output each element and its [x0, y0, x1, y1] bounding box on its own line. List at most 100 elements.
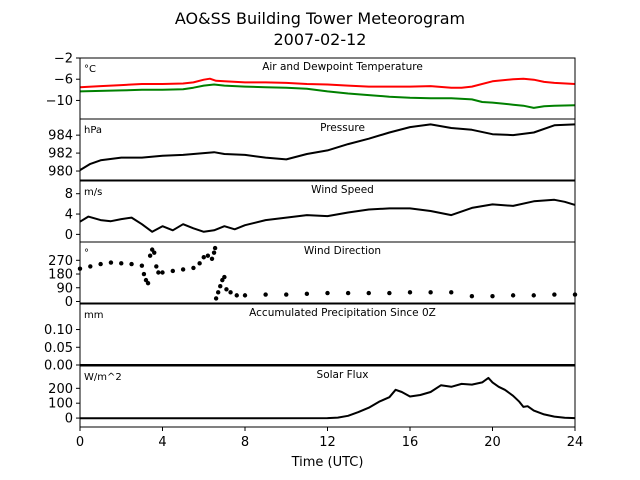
y-tick-label: 982: [48, 147, 73, 162]
y-tick-label: 4: [65, 208, 73, 223]
panel-unit: °C: [84, 64, 96, 75]
y-tick-label: 0: [65, 295, 73, 310]
x-tick-label: 20: [484, 435, 501, 450]
data-point: [197, 261, 202, 266]
data-point: [147, 253, 153, 258]
y-tick-label: 0: [65, 228, 73, 243]
data-point: [191, 265, 196, 271]
data-point: [213, 296, 219, 301]
y-tick-label: 0.10: [44, 323, 73, 338]
data-point: [449, 290, 454, 295]
x-tick-label: 16: [402, 435, 419, 450]
data-point: [170, 268, 176, 274]
data-point: [218, 284, 223, 289]
panel-unit: hPa: [84, 125, 102, 136]
data-point: [145, 280, 151, 286]
panels-group: −2 −6 −10 °C Air and Dewpoint Temperature 984…: [44, 52, 578, 428]
data-point: [552, 292, 557, 297]
x-axis-label: Time (UTC): [291, 455, 364, 470]
y-tick-label: 0: [65, 412, 73, 427]
series-line: [79, 83, 576, 109]
y-tick-label: 0.05: [44, 341, 73, 356]
data-point: [263, 292, 268, 297]
data-point: [154, 264, 159, 269]
chart-title-line1: AO&SS Building Tower Meteorogram: [175, 9, 465, 28]
panel-unit: °: [84, 248, 89, 259]
data-point: [531, 293, 536, 298]
data-point: [242, 293, 248, 298]
y-tick-label: 180: [48, 268, 73, 283]
x-tick-label: 4: [158, 435, 166, 450]
panel-title: Air and Dewpoint Temperature: [262, 61, 423, 73]
panel-title: Accumulated Precipitation Since 0Z: [249, 307, 436, 319]
data-point: [211, 250, 217, 255]
panel-unit: W/m^2: [84, 372, 122, 383]
data-point: [205, 253, 211, 258]
data-point: [152, 250, 157, 255]
y-tick-label: 980: [48, 165, 73, 180]
chart-title-line2: 2007-02-12: [274, 30, 367, 49]
data-point: [387, 290, 392, 296]
y-tick-label: 200: [48, 382, 73, 397]
data-point: [119, 261, 124, 266]
y-tick-label: −6: [54, 73, 73, 88]
data-point: [156, 270, 161, 275]
x-tick-label: 8: [241, 435, 249, 450]
data-point: [201, 255, 206, 260]
panel-unit: m/s: [84, 187, 102, 198]
y-tick-label: 8: [65, 187, 73, 202]
data-point: [88, 264, 93, 269]
y-tick-label: 984: [48, 129, 73, 144]
data-point: [325, 290, 330, 296]
data-point: [215, 290, 221, 295]
data-point: [345, 290, 351, 296]
y-tick-label: 0.00: [44, 359, 73, 374]
panel-precip: 0.10 0.05 0.00 mm Accumulated Precipitation …: [44, 303, 576, 374]
data-point: [234, 293, 239, 298]
data-point: [228, 290, 233, 295]
panel-wind_speed: 8 4 0 m/s Wind Speed: [65, 180, 576, 243]
series-line: [79, 77, 576, 89]
data-point: [98, 261, 103, 267]
panel-temperature: −2 −6 −10 °C Air and Dewpoint Temperature: [46, 52, 576, 120]
data-point: [510, 293, 516, 298]
panel-title: Wind Direction: [304, 245, 381, 257]
series-line: [79, 123, 576, 171]
y-tick-label: 270: [48, 254, 73, 269]
panel-title: Pressure: [320, 122, 365, 134]
data-point: [284, 292, 289, 297]
y-tick-label: 90: [56, 281, 73, 296]
panel-title: Wind Speed: [311, 184, 374, 196]
data-point: [222, 274, 227, 280]
data-point: [428, 290, 433, 295]
data-point: [366, 290, 371, 296]
data-point: [209, 256, 215, 261]
data-point: [224, 287, 229, 292]
data-point: [212, 245, 218, 251]
panel-title: Solar Flux: [317, 369, 369, 381]
x-tick-label: 12: [319, 435, 336, 450]
data-point: [108, 260, 114, 265]
data-point: [139, 263, 145, 268]
data-point: [407, 290, 413, 295]
panel-pressure: 984 982 980 hPa Pressure: [48, 118, 576, 181]
panel-frame: [79, 118, 576, 181]
data-point: [141, 271, 147, 277]
data-point: [180, 267, 186, 272]
data-point: [160, 270, 165, 275]
x-axis: 0 4 8 12 16 20 24: [76, 427, 583, 450]
x-tick-label: 24: [567, 435, 584, 450]
y-tick-label: 100: [48, 397, 73, 412]
x-tick-label: 0: [76, 435, 84, 450]
y-tick-label: −2: [54, 52, 73, 67]
data-point: [304, 291, 310, 297]
y-tick-label: −10: [46, 94, 73, 109]
panel-frame: [79, 241, 576, 304]
data-point: [469, 293, 475, 299]
data-point: [490, 293, 495, 299]
series-line: [79, 198, 576, 233]
data-point: [129, 261, 134, 267]
